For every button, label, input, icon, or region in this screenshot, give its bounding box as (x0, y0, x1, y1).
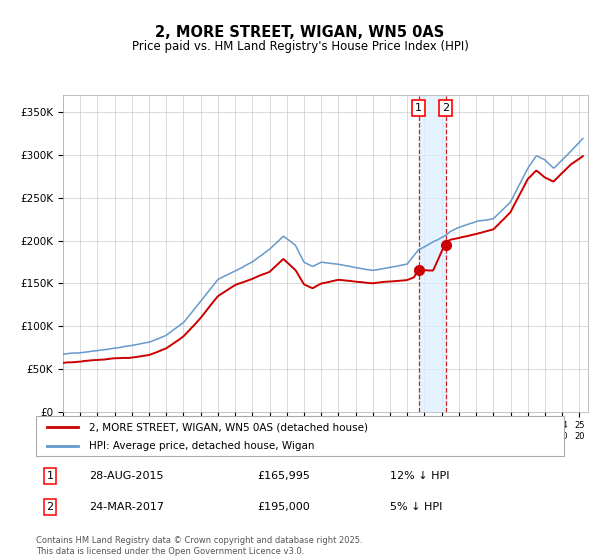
Text: 28-AUG-2015: 28-AUG-2015 (89, 471, 163, 481)
Bar (419, 95, 446, 412)
Text: 2: 2 (47, 502, 53, 512)
Text: £165,995: £165,995 (258, 471, 311, 481)
FancyBboxPatch shape (36, 416, 564, 456)
Text: Price paid vs. HM Land Registry's House Price Index (HPI): Price paid vs. HM Land Registry's House … (131, 40, 469, 53)
Text: HPI: Average price, detached house, Wigan: HPI: Average price, detached house, Wiga… (89, 441, 314, 451)
Text: £195,000: £195,000 (258, 502, 311, 512)
Text: 2: 2 (442, 103, 449, 113)
Text: 2, MORE STREET, WIGAN, WN5 0AS: 2, MORE STREET, WIGAN, WN5 0AS (155, 25, 445, 40)
Text: Contains HM Land Registry data © Crown copyright and database right 2025.
This d: Contains HM Land Registry data © Crown c… (36, 536, 362, 556)
Text: 5% ↓ HPI: 5% ↓ HPI (390, 502, 442, 512)
Text: 1: 1 (47, 471, 53, 481)
Text: 2, MORE STREET, WIGAN, WN5 0AS (detached house): 2, MORE STREET, WIGAN, WN5 0AS (detached… (89, 422, 368, 432)
Text: 24-MAR-2017: 24-MAR-2017 (89, 502, 164, 512)
Text: 1: 1 (415, 103, 422, 113)
Text: 12% ↓ HPI: 12% ↓ HPI (390, 471, 449, 481)
